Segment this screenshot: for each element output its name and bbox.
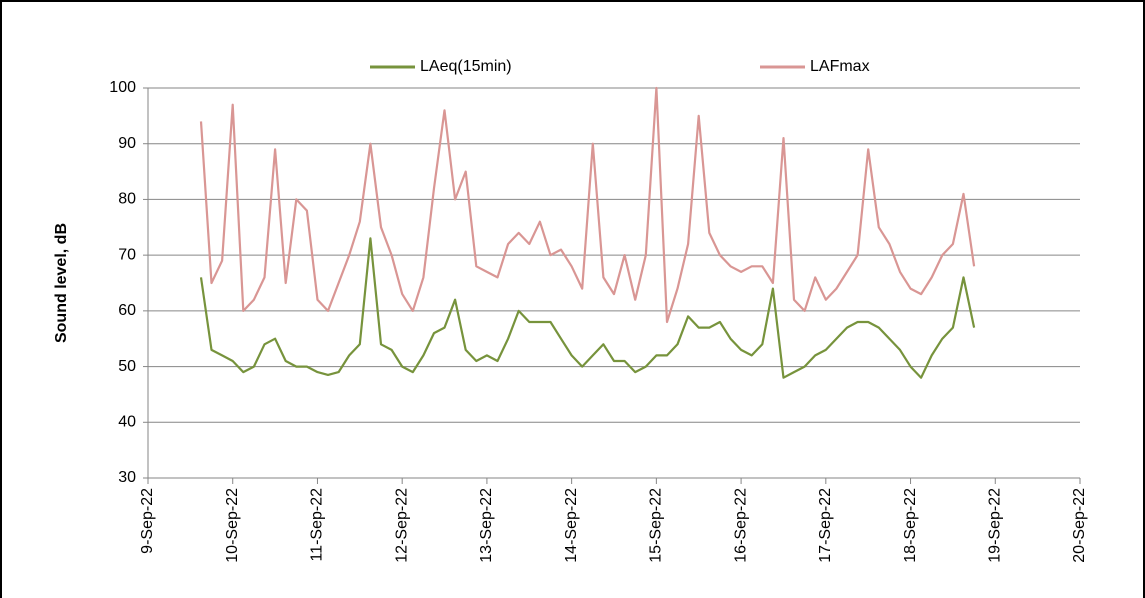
x-tick-label: 15-Sep-22: [648, 488, 665, 563]
x-tick-label: 10-Sep-22: [224, 488, 241, 563]
x-tick-label: 20-Sep-22: [1071, 488, 1088, 563]
y-tick-label: 40: [118, 414, 136, 431]
legend-label: LAeq(15min): [420, 58, 512, 75]
x-tick-label: 9-Sep-22: [139, 488, 156, 554]
x-tick-label: 19-Sep-22: [986, 488, 1003, 563]
y-tick-label: 80: [118, 191, 136, 208]
y-tick-label: 30: [118, 469, 136, 486]
series-line: [199, 237, 976, 379]
y-tick-label: 100: [109, 79, 136, 96]
x-tick-label: 16-Sep-22: [732, 488, 749, 563]
y-tick-label: 70: [118, 246, 136, 263]
y-tick-label: 50: [118, 358, 136, 375]
x-tick-label: 14-Sep-22: [563, 488, 580, 563]
x-tick-label: 11-Sep-22: [309, 488, 326, 562]
y-axis-label: Sound level, dB: [53, 223, 70, 343]
x-tick-label: 18-Sep-22: [902, 488, 919, 563]
series-line: [199, 86, 976, 324]
x-tick-label: 13-Sep-22: [478, 488, 495, 563]
y-tick-label: 60: [118, 302, 136, 319]
x-tick-label: 12-Sep-22: [393, 488, 410, 563]
y-tick-label: 90: [118, 135, 136, 152]
x-tick-label: 17-Sep-22: [817, 488, 834, 563]
legend-label: LAFmax: [810, 58, 870, 75]
